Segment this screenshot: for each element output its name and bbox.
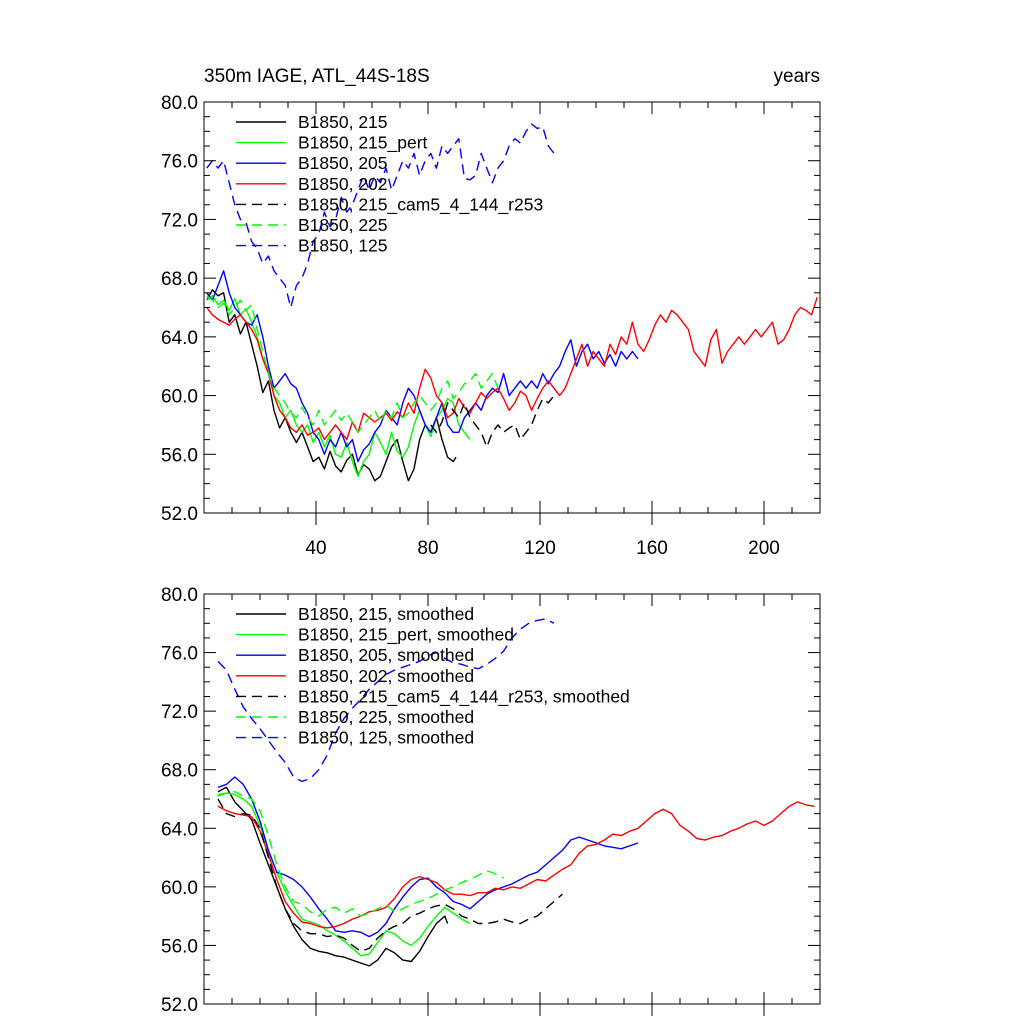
legend-label: B1850, 125, smoothed (298, 728, 474, 748)
legend-label: B1850, 215_pert (298, 133, 428, 154)
series-line-4 (206, 296, 818, 441)
legend-label: B1850, 215_cam5_4_144_r253 (298, 194, 543, 215)
y-tick-label: 56.0 (161, 445, 198, 466)
y-tick-label: 72.0 (161, 210, 198, 231)
y-tick-label: 80.0 (161, 93, 198, 114)
y-tick-label: 60.0 (161, 878, 198, 899)
y-tick-label: 68.0 (161, 269, 198, 290)
legend-label: B1850, 215_cam5_4_144_r253, smoothed (298, 686, 630, 707)
series-line-7 (217, 618, 555, 783)
panel-title-left: 350m IAGE, ATL_44S-18S (204, 66, 430, 87)
top-panel: 350m IAGE, ATL_44S-18S years 52.0 56.0 60.… (161, 66, 821, 559)
legend-label: B1850, 215_pert, smoothed (298, 625, 514, 646)
x-tick-label: 160 (636, 538, 668, 559)
legend-label: B1850, 125 (298, 236, 388, 256)
y-tick-label: 60.0 (161, 387, 198, 408)
series-line-4 (217, 801, 815, 929)
legend-label: B1850, 205 (298, 153, 388, 173)
series-line-3 (206, 270, 639, 463)
series-line-2 (217, 792, 471, 957)
legend-label: B1850, 205, smoothed (298, 645, 474, 665)
legend-label: B1850, 202 (298, 174, 388, 194)
legend-label: B1850, 215 (298, 112, 388, 132)
y-tick-label: 80.0 (161, 585, 198, 606)
series-line-6 (217, 791, 504, 917)
series-line-6 (206, 295, 499, 433)
y-tick-label: 76.0 (161, 644, 198, 665)
y-tick-label: 64.0 (161, 819, 198, 840)
y-tick-label: 68.0 (161, 761, 198, 782)
legend-label: B1850, 225 (298, 215, 388, 235)
series-line-5 (430, 395, 555, 448)
y-tick-label: 52.0 (161, 995, 198, 1016)
legend-label: B1850, 215, smoothed (298, 604, 474, 624)
bottom-panel: 52.0 56.0 60.0 64.0 68.0 72.0 76.0 80.0 B1850, 2… (161, 585, 821, 1016)
series-line-1 (217, 786, 449, 967)
y-tick-label: 52.0 (161, 504, 198, 525)
y-tick-label: 76.0 (161, 152, 198, 173)
x-tick-label: 200 (748, 538, 780, 559)
y-tick-label: 72.0 (161, 702, 198, 723)
y-tick-label: 64.0 (161, 328, 198, 349)
panel-title-right: years (774, 66, 820, 87)
series-line-1 (206, 289, 457, 482)
x-tick-label: 120 (524, 538, 556, 559)
plot-frame (203, 101, 821, 514)
legend-label: B1850, 202, smoothed (298, 666, 474, 686)
x-tick-label: 40 (305, 538, 326, 559)
x-tick-label: 80 (417, 538, 438, 559)
series-line-7 (206, 123, 555, 309)
y-tick-label: 56.0 (161, 936, 198, 957)
series-line-5 (217, 798, 563, 952)
plot-frame (203, 593, 821, 1005)
series-line-3 (217, 776, 639, 938)
legend-label: B1850, 225, smoothed (298, 707, 474, 727)
